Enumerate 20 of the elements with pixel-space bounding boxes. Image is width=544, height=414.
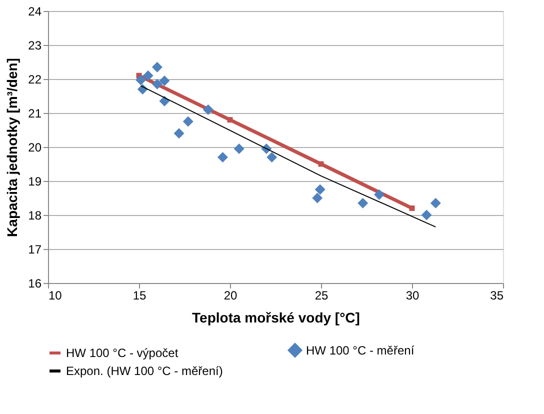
x-tick-label: 35: [490, 288, 504, 302]
x-tick-label: 10: [48, 288, 62, 302]
legend-label: HW 100 °C - měření: [306, 343, 415, 358]
y-axis-title: Kapacita jednotky [m³/den]: [4, 58, 20, 237]
y-tick-label: 17: [28, 242, 42, 256]
y-tick-label: 24: [28, 4, 42, 18]
y-tick-label: 21: [28, 106, 42, 120]
y-tick-label: 23: [28, 38, 42, 52]
x-tick-label: 15: [132, 288, 146, 302]
y-tick-label: 18: [28, 208, 42, 222]
legend-label: HW 100 °C - výpočet: [66, 346, 179, 360]
y-tick-label: 19: [28, 174, 42, 188]
x-tick-label: 20: [224, 288, 238, 302]
x-axis-title: Teplota mořské vody [°C]: [192, 310, 360, 326]
y-tick-label: 16: [28, 276, 42, 290]
y-tick-label: 22: [28, 72, 42, 86]
x-tick-label: 30: [406, 288, 420, 302]
x-tick-label: 25: [314, 288, 328, 302]
y-tick-label: 20: [28, 140, 42, 154]
legend-label: Expon. (HW 100 °C - měření): [66, 364, 223, 378]
